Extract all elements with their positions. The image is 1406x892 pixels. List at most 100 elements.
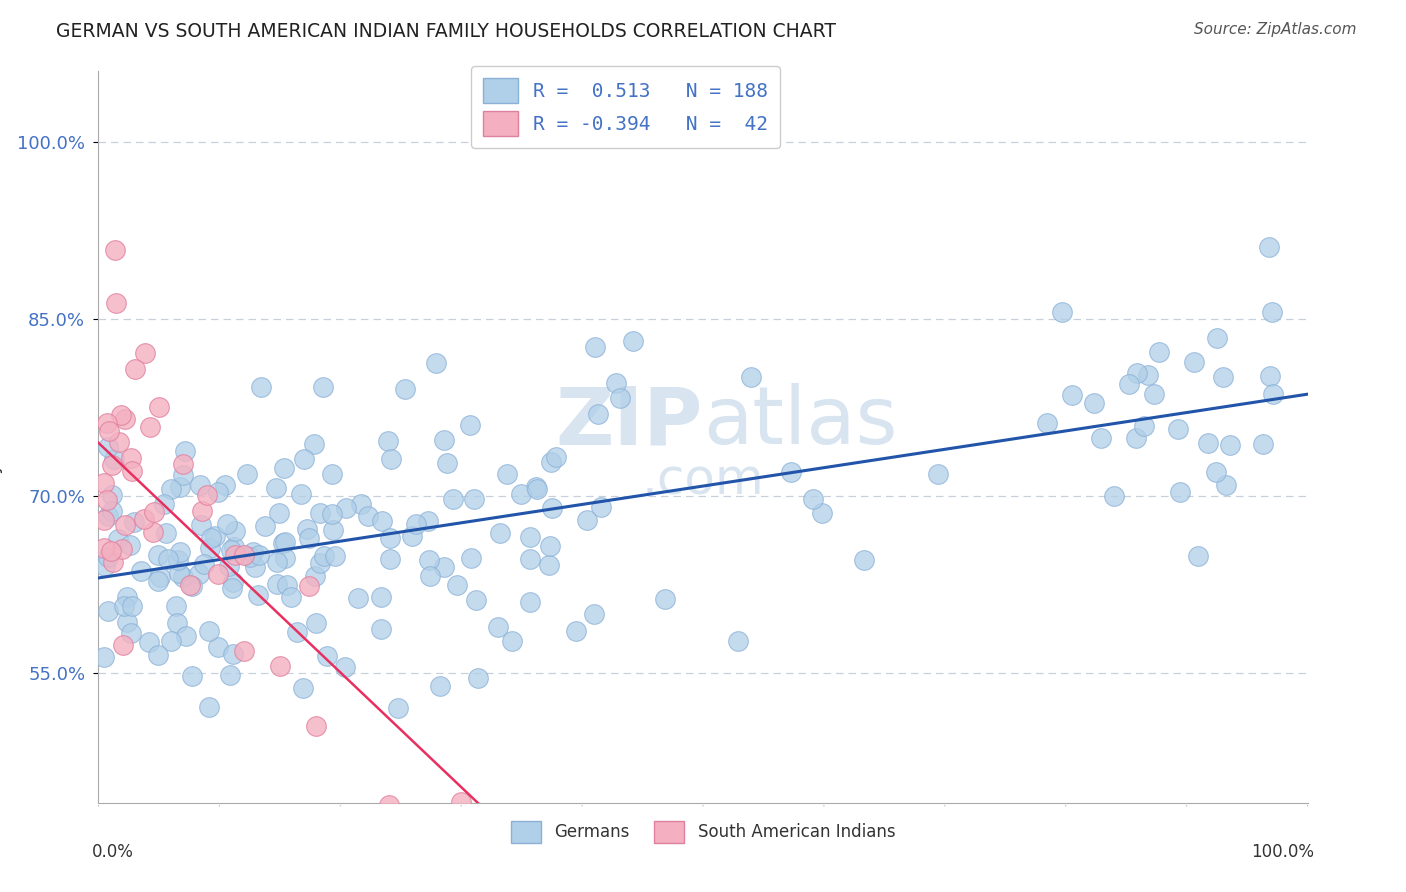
Point bbox=[1136, 368, 1159, 382]
Point bbox=[605, 376, 627, 390]
Point bbox=[290, 487, 312, 501]
Point bbox=[224, 524, 246, 539]
Point bbox=[583, 607, 606, 621]
Point bbox=[146, 548, 169, 562]
Point bbox=[124, 362, 146, 376]
Point bbox=[292, 681, 315, 695]
Point bbox=[309, 557, 332, 571]
Point bbox=[181, 578, 204, 592]
Point bbox=[243, 559, 266, 574]
Point bbox=[1261, 386, 1284, 401]
Point bbox=[1187, 549, 1209, 563]
Point bbox=[172, 569, 194, 583]
Point bbox=[377, 797, 399, 812]
Point bbox=[519, 552, 541, 566]
Point bbox=[224, 541, 246, 555]
Point bbox=[204, 529, 226, 543]
Point bbox=[433, 559, 456, 574]
Point bbox=[654, 592, 676, 607]
Point bbox=[176, 629, 198, 643]
Point bbox=[271, 535, 294, 549]
Point bbox=[1182, 354, 1205, 368]
Point bbox=[100, 458, 122, 472]
Point bbox=[167, 566, 190, 581]
Point bbox=[115, 615, 138, 629]
Point bbox=[458, 417, 481, 432]
Point bbox=[103, 451, 125, 466]
Point bbox=[1212, 370, 1234, 384]
Point bbox=[583, 340, 606, 354]
Point bbox=[377, 434, 399, 448]
Point bbox=[219, 668, 242, 682]
Point bbox=[305, 719, 328, 733]
Point bbox=[1060, 387, 1083, 401]
Point bbox=[167, 553, 190, 567]
Point bbox=[496, 467, 519, 481]
Point bbox=[207, 566, 229, 581]
Text: 100.0%: 100.0% bbox=[1251, 843, 1315, 861]
Point bbox=[1258, 240, 1281, 254]
Point bbox=[378, 532, 401, 546]
Point bbox=[304, 568, 326, 582]
Point bbox=[98, 424, 121, 438]
Point bbox=[335, 500, 357, 515]
Point bbox=[253, 519, 276, 533]
Point bbox=[188, 567, 211, 582]
Point bbox=[101, 503, 124, 517]
Point bbox=[335, 659, 357, 673]
Point bbox=[143, 505, 166, 519]
Point bbox=[266, 577, 288, 591]
Text: atlas: atlas bbox=[703, 384, 897, 461]
Point bbox=[180, 669, 202, 683]
Point bbox=[419, 569, 441, 583]
Text: GERMAN VS SOUTH AMERICAN INDIAN FAMILY HOUSEHOLDS CORRELATION CHART: GERMAN VS SOUTH AMERICAN INDIAN FAMILY H… bbox=[56, 22, 837, 41]
Point bbox=[120, 450, 142, 465]
Point bbox=[232, 548, 254, 562]
Point bbox=[1143, 387, 1166, 401]
Point bbox=[546, 450, 568, 464]
Point bbox=[269, 506, 291, 520]
Point bbox=[322, 523, 344, 537]
Point bbox=[153, 497, 176, 511]
Point bbox=[266, 555, 288, 569]
Point bbox=[418, 552, 440, 566]
Point bbox=[165, 599, 187, 614]
Point bbox=[609, 391, 631, 405]
Point bbox=[235, 467, 257, 481]
Point bbox=[93, 541, 115, 556]
Point bbox=[370, 622, 392, 636]
Point bbox=[207, 484, 229, 499]
Point bbox=[269, 659, 291, 673]
Point bbox=[242, 545, 264, 559]
Point bbox=[853, 552, 876, 566]
Point bbox=[349, 497, 371, 511]
Point bbox=[540, 501, 562, 516]
Point bbox=[121, 599, 143, 613]
Point bbox=[537, 558, 560, 572]
Point bbox=[114, 518, 136, 533]
Point bbox=[101, 488, 124, 502]
Point bbox=[323, 549, 346, 563]
Point bbox=[370, 591, 392, 605]
Point bbox=[576, 512, 599, 526]
Point bbox=[621, 334, 644, 348]
Point bbox=[727, 633, 749, 648]
Point bbox=[96, 492, 118, 507]
Point bbox=[219, 542, 242, 557]
Point bbox=[357, 508, 380, 523]
Point bbox=[370, 514, 392, 528]
Point bbox=[112, 599, 135, 614]
Point bbox=[450, 795, 472, 809]
Point bbox=[425, 356, 447, 370]
Point bbox=[314, 549, 336, 563]
Point bbox=[510, 819, 533, 833]
Point bbox=[501, 633, 523, 648]
Point bbox=[378, 552, 401, 566]
Point bbox=[97, 508, 120, 523]
Point bbox=[292, 452, 315, 467]
Point bbox=[436, 457, 458, 471]
Point bbox=[132, 512, 155, 526]
Point bbox=[160, 634, 183, 648]
Point bbox=[114, 411, 136, 425]
Point bbox=[1083, 396, 1105, 410]
